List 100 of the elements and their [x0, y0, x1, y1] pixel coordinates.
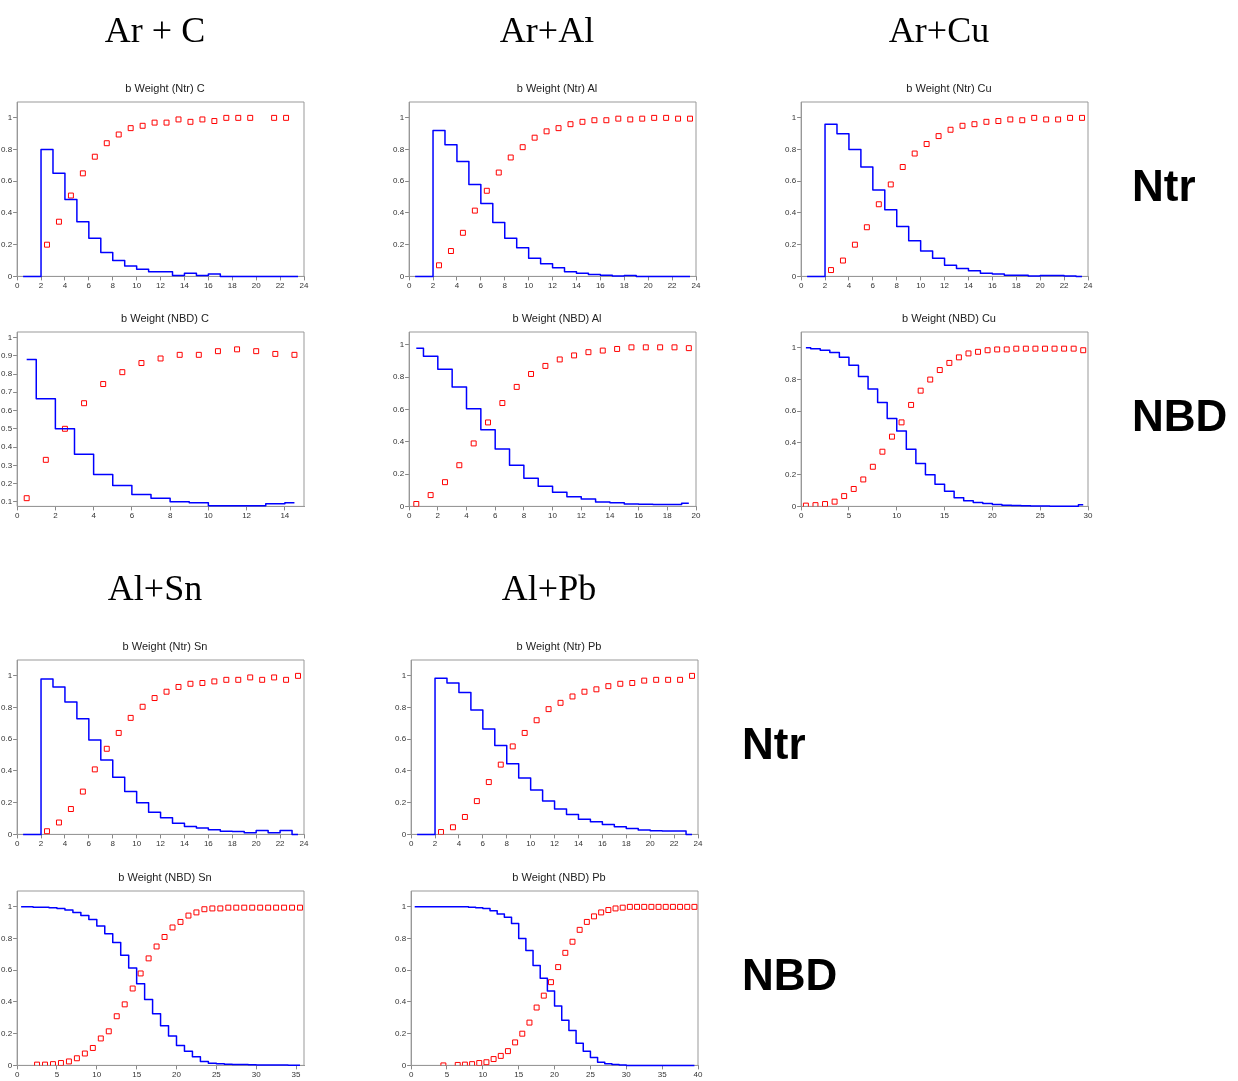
- point: [509, 743, 516, 750]
- point: [540, 992, 547, 999]
- point: [139, 703, 146, 710]
- x-tick-label: 2: [430, 281, 436, 291]
- x-tick-label: 0: [14, 281, 20, 291]
- x-tick-label: 24: [299, 839, 309, 849]
- point: [841, 493, 848, 500]
- point: [662, 903, 669, 910]
- x-tick-label: 24: [299, 281, 309, 291]
- point: [163, 119, 170, 126]
- point: [671, 344, 678, 351]
- x-tick-label: 10: [92, 1070, 102, 1080]
- point: [79, 788, 86, 795]
- chart-subtitle: b Weight (NBD) Sn: [117, 870, 213, 885]
- point: [1055, 116, 1062, 123]
- chart-title: Ar + C: [103, 9, 207, 52]
- x-tick-label: 12: [548, 281, 558, 291]
- point: [175, 116, 182, 123]
- chart-title: Al+Pb: [500, 567, 598, 610]
- x-tick-label: 10: [892, 511, 902, 521]
- y-tick-label: 0.2: [1, 239, 13, 249]
- chart-subtitle: b Weight (Ntr) Cu: [905, 81, 993, 96]
- point: [935, 133, 942, 140]
- point: [193, 909, 200, 916]
- point: [157, 355, 164, 362]
- x-tick-label: 22: [669, 839, 680, 849]
- y-tick-label: 1: [399, 340, 405, 350]
- point: [97, 1035, 104, 1042]
- x-tick-label: 10: [524, 281, 534, 291]
- point: [103, 140, 110, 147]
- text: NBD: [742, 949, 838, 1001]
- y-tick-label: 0.6: [393, 404, 405, 414]
- x-tick-label: 14: [180, 839, 190, 849]
- point: [612, 905, 619, 912]
- x-tick-label: 0: [408, 1070, 414, 1080]
- point: [442, 479, 448, 486]
- y-tick-label: 0.4: [1, 208, 13, 218]
- x-tick-label: 0: [798, 281, 804, 291]
- point: [273, 904, 280, 911]
- point: [629, 680, 636, 686]
- x-tick-label: 40: [693, 1070, 703, 1080]
- point: [265, 904, 272, 911]
- chart-title: Ar+Cu: [887, 9, 991, 52]
- point: [113, 1013, 120, 1020]
- point: [911, 150, 918, 157]
- point: [562, 949, 569, 956]
- point: [483, 187, 490, 194]
- chart-subtitle: b Weight (NBD) Al: [511, 311, 603, 326]
- x-tick-label: 24: [1083, 281, 1093, 291]
- point: [569, 938, 576, 945]
- y-tick-label: 0.8: [785, 374, 797, 384]
- y-tick-label: 0.9: [1, 350, 13, 360]
- y-tick-label: 0.4: [1, 442, 13, 452]
- x-tick-label: 8: [110, 839, 116, 849]
- y-tick-label: 0: [7, 1060, 13, 1070]
- x-tick-label: 6: [86, 839, 92, 849]
- y-tick-label: 0.8: [1, 933, 13, 943]
- point: [289, 904, 296, 911]
- point: [639, 115, 646, 122]
- x-tick-label: 14: [605, 511, 615, 521]
- point: [576, 926, 583, 933]
- x-tick-label: 10: [526, 839, 536, 849]
- y-tick-label: 1: [399, 113, 405, 123]
- point: [297, 904, 303, 911]
- point: [199, 116, 206, 123]
- x-tick-label: 14: [180, 281, 190, 291]
- point: [675, 115, 682, 122]
- point: [1003, 346, 1010, 353]
- point: [1080, 347, 1087, 354]
- point: [548, 979, 554, 986]
- point: [531, 134, 538, 141]
- x-tick-label: 0: [14, 511, 20, 521]
- x-tick-label: 2: [38, 839, 44, 849]
- x-tick-label: 30: [621, 1070, 632, 1080]
- point: [271, 114, 278, 121]
- point: [42, 456, 49, 463]
- point: [145, 955, 152, 962]
- chart-subtitle: b Weight (Ntr) Pb: [515, 639, 603, 654]
- point: [271, 674, 278, 681]
- point: [593, 686, 600, 693]
- point: [828, 267, 834, 274]
- point: [81, 1050, 88, 1057]
- point: [614, 345, 621, 352]
- point: [599, 347, 606, 354]
- y-tick-label: 0.7: [1, 387, 13, 397]
- point: [119, 369, 126, 376]
- point: [223, 676, 230, 683]
- x-tick-label: 6: [86, 281, 92, 291]
- point: [485, 419, 491, 426]
- x-tick-label: 20: [172, 1070, 182, 1080]
- point: [1032, 345, 1039, 352]
- point: [23, 495, 30, 502]
- point: [115, 729, 122, 736]
- point: [225, 904, 232, 911]
- point: [689, 672, 695, 679]
- x-tick-label: 4: [454, 281, 460, 291]
- point: [454, 1061, 461, 1066]
- x-tick-label: 20: [1035, 281, 1046, 291]
- x-tick-label: 14: [574, 839, 584, 849]
- x-tick-label: 10: [203, 511, 214, 521]
